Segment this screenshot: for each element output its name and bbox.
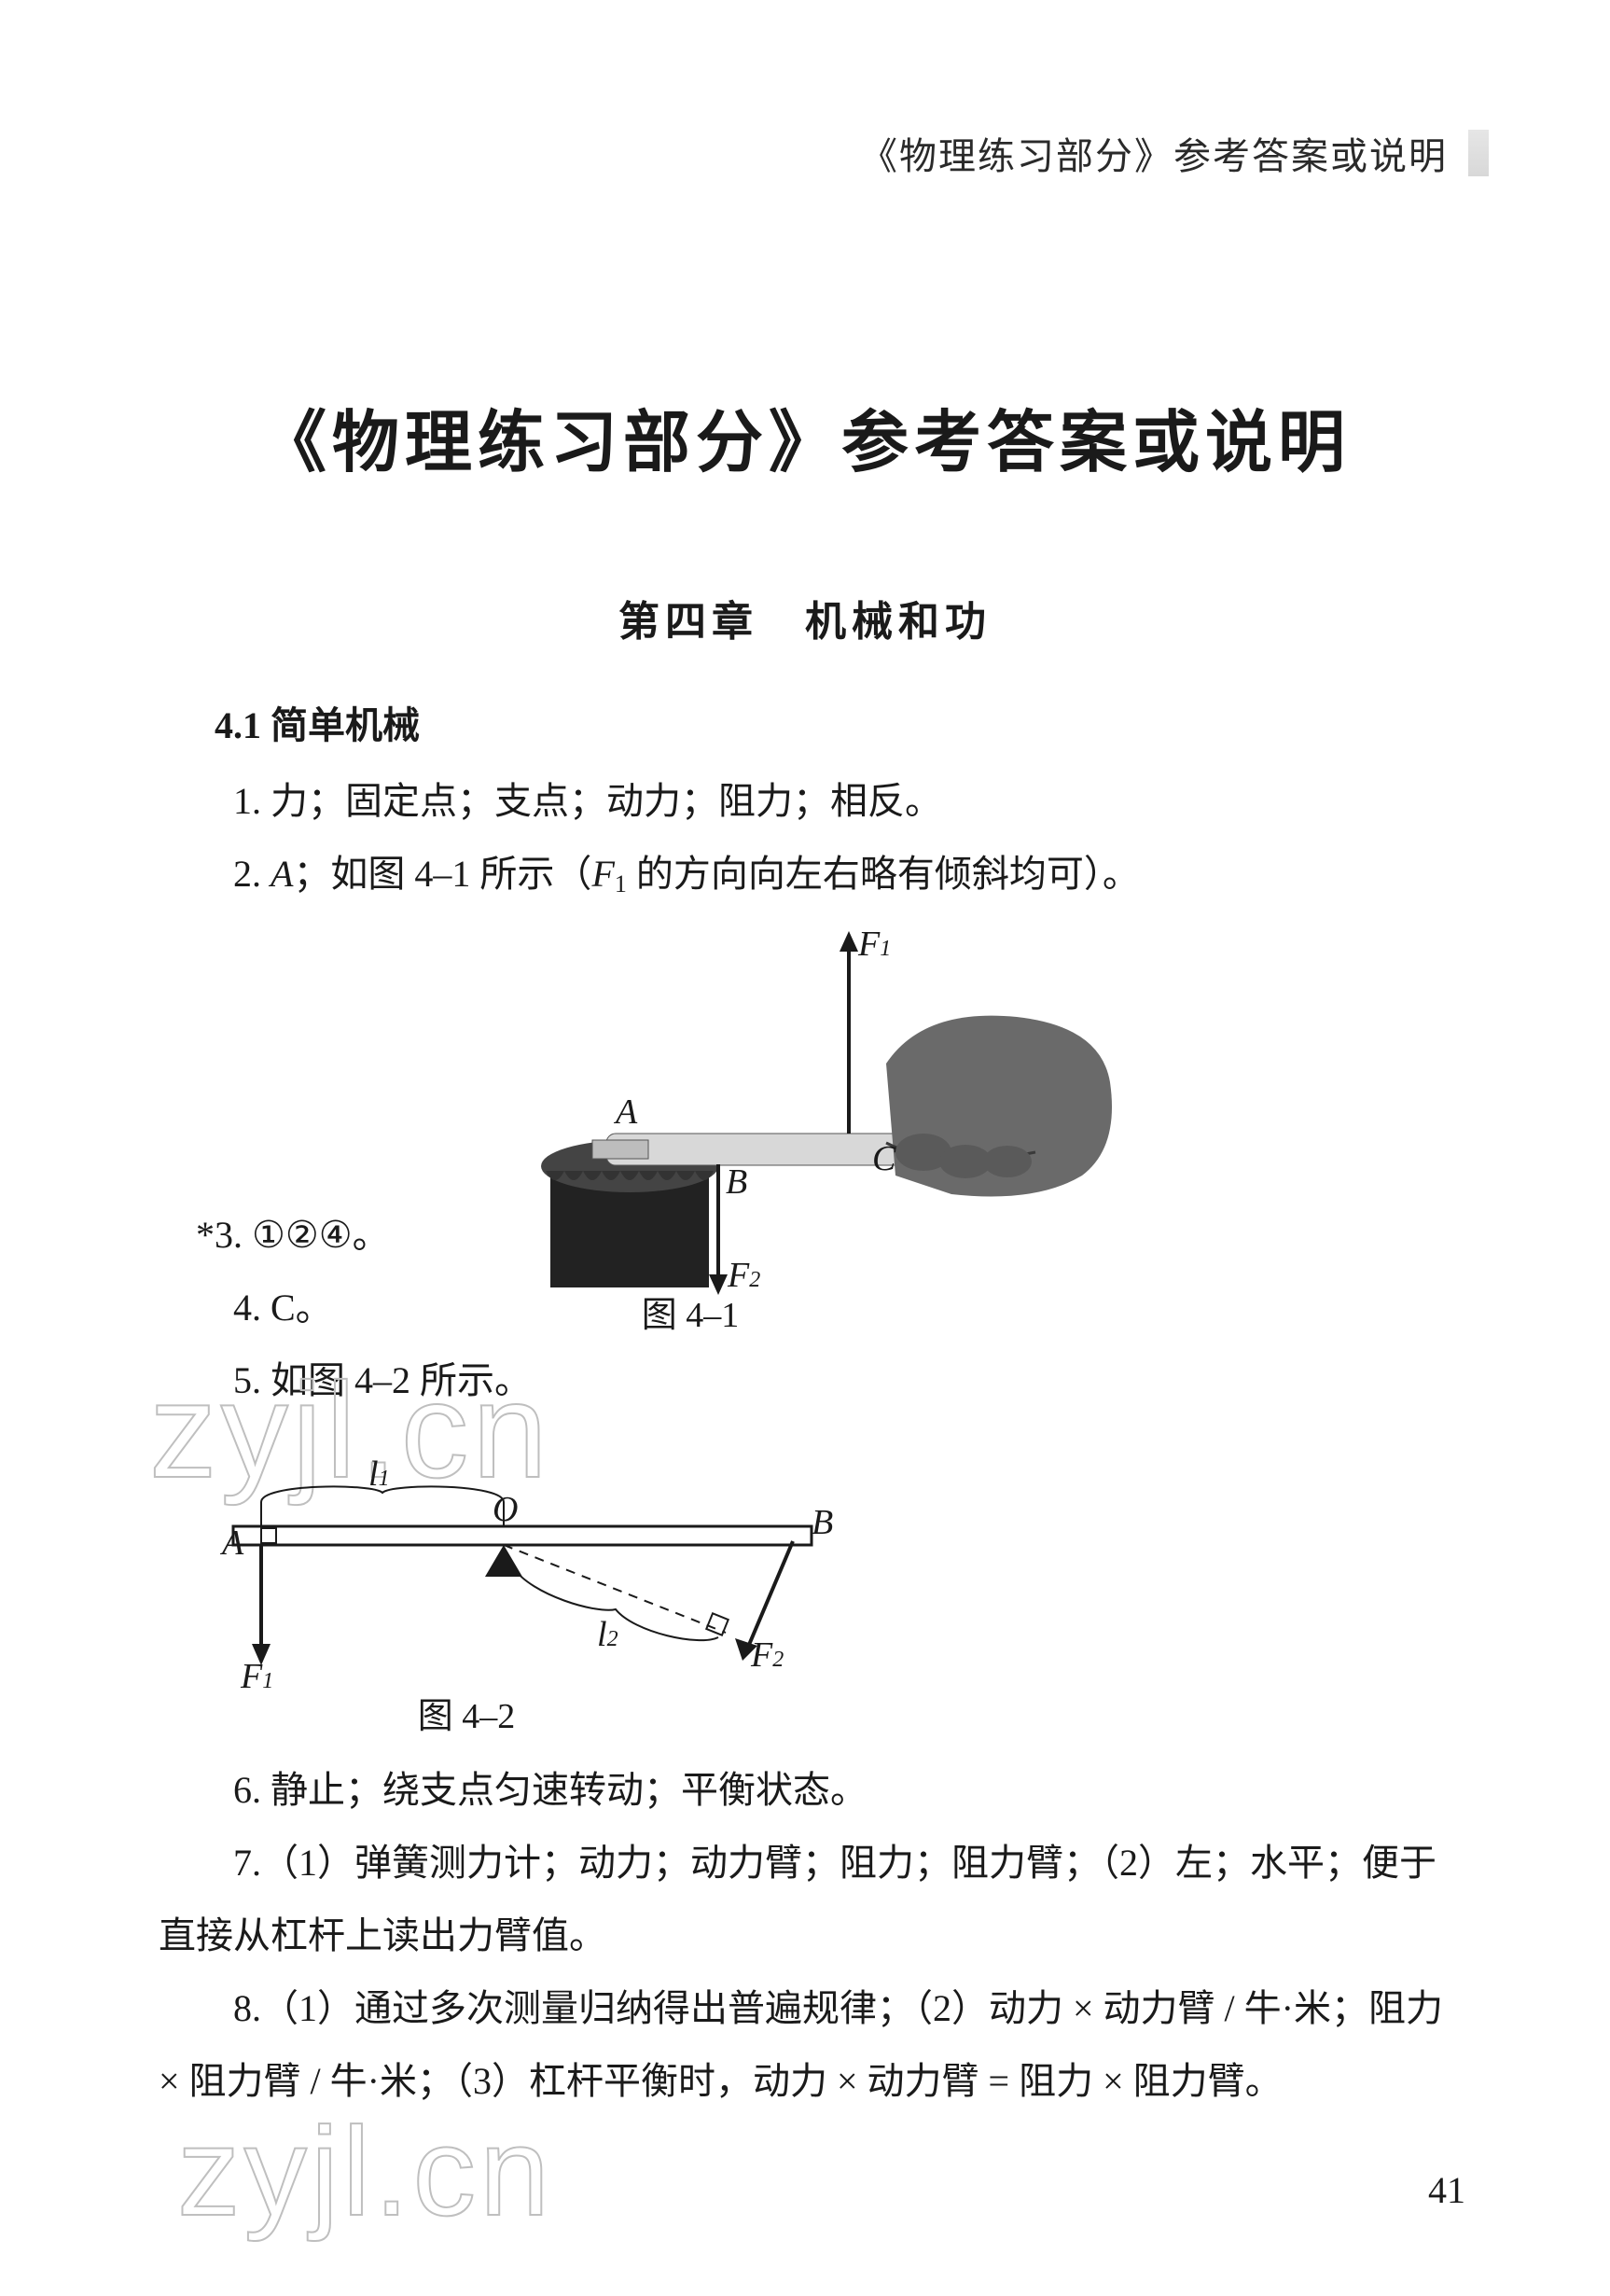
l2-f: F	[591, 853, 614, 895]
hand-icon	[886, 1016, 1112, 1197]
l2-mid: ；如图 4–1 所示（	[293, 853, 591, 895]
force-f1-arrow	[252, 1545, 271, 1665]
watermark-2: zyjl.cn	[177, 2099, 553, 2244]
figure-4-2-caption: 图 4–2	[373, 1687, 560, 1738]
l2-a: A	[271, 853, 293, 895]
running-head-bar	[1468, 130, 1489, 176]
answer-line-3: *3. ①②④。	[159, 1199, 1464, 1272]
page: 《物理练习部分》参考答案或说明 《物理练习部分》参考答案或说明 第四章 机械和功…	[0, 0, 1610, 2296]
answer-line-4: 4. C。	[159, 1272, 1464, 1344]
answer-line-6: 6. 静止；绕支点匀速转动；平衡状态。	[159, 1754, 1464, 1827]
label-f2: F2	[751, 1635, 784, 1676]
label-o: O	[493, 1489, 518, 1530]
main-title: 《物理练习部分》参考答案或说明	[0, 387, 1610, 485]
label-f1: F1	[241, 1656, 273, 1697]
figure-4-1-caption: 图 4–1	[597, 1286, 784, 1337]
page-number: 41	[1428, 2168, 1465, 2212]
l2-post: 的方向向左右略有倾斜均可）。	[627, 853, 1140, 895]
label-a: A	[616, 1092, 637, 1133]
answer-line-2: 2. A；如图 4–1 所示（F1 的方向向左右略有倾斜均可）。	[159, 838, 1464, 921]
running-head: 《物理练习部分》参考答案或说明	[860, 126, 1489, 180]
section-heading: 4.1 简单机械	[215, 695, 420, 749]
running-head-text: 《物理练习部分》参考答案或说明	[860, 135, 1448, 177]
l2-pre: 2.	[233, 853, 271, 895]
lever-bar	[233, 1526, 812, 1545]
label-a: A	[222, 1523, 243, 1564]
answer-line-1: 1. 力；固定点；支点；动力；阻力；相反。	[159, 765, 1464, 838]
force-f1-arrow	[840, 931, 858, 1134]
body-block-3: 6. 静止；绕支点匀速转动；平衡状态。 7.（1）弹簧测力计；动力；动力臂；阻力…	[159, 1754, 1464, 2118]
label-b: B	[726, 1162, 747, 1203]
body-block-1: 1. 力；固定点；支点；动力；阻力；相反。 2. A；如图 4–1 所示（F1 …	[159, 765, 1464, 921]
label-l1: l1	[368, 1454, 390, 1495]
answer-line-7: 7.（1）弹簧测力计；动力；动力臂；阻力；阻力臂；（2）左；水平；便于直接从杠杆…	[159, 1827, 1464, 1972]
label-b: B	[812, 1502, 833, 1543]
l2-sub: 1	[615, 870, 627, 898]
label-f1: F1	[858, 924, 891, 965]
answer-line-8: 8.（1）通过多次测量归纳得出普遍规律；（2）动力 × 动力臂 / 牛·米；阻力…	[159, 1972, 1464, 2118]
body-block-2: *3. ①②④。 4. C。 5. 如图 4–2 所示。	[159, 1199, 1464, 1417]
answer-line-5: 5. 如图 4–2 所示。	[159, 1344, 1464, 1417]
label-l2: l2	[597, 1614, 618, 1655]
label-c: C	[872, 1138, 895, 1179]
chapter-title: 第四章 机械和功	[0, 588, 1610, 647]
figure-4-2: A B O F1 F2 l1 l2	[196, 1437, 886, 1707]
